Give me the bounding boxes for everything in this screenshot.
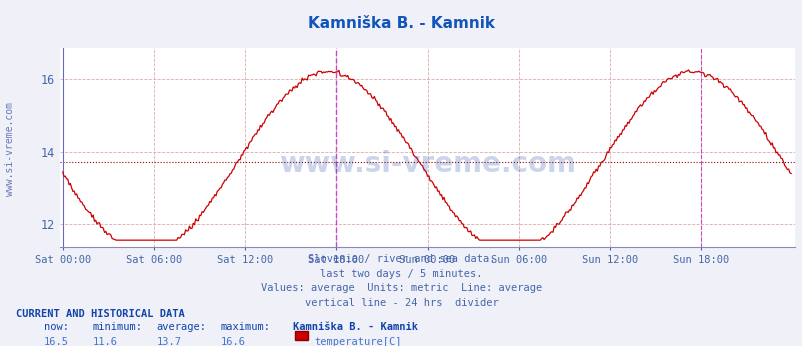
Text: vertical line - 24 hrs  divider: vertical line - 24 hrs divider xyxy=(304,298,498,308)
Text: 16.5: 16.5 xyxy=(44,337,69,346)
Text: Slovenia / river and sea data.: Slovenia / river and sea data. xyxy=(307,254,495,264)
Text: temperature[C]: temperature[C] xyxy=(314,337,401,346)
Text: Kamniška B. - Kamnik: Kamniška B. - Kamnik xyxy=(308,16,494,30)
Text: 13.7: 13.7 xyxy=(156,337,181,346)
Text: 11.6: 11.6 xyxy=(92,337,117,346)
Text: 16.6: 16.6 xyxy=(221,337,245,346)
Text: now:: now: xyxy=(44,322,69,332)
Text: last two days / 5 minutes.: last two days / 5 minutes. xyxy=(320,269,482,279)
Text: Values: average  Units: metric  Line: average: Values: average Units: metric Line: aver… xyxy=(261,283,541,293)
Text: www.si-vreme.com: www.si-vreme.com xyxy=(279,150,575,178)
Text: Kamniška B. - Kamnik: Kamniška B. - Kamnik xyxy=(293,322,418,332)
Text: average:: average: xyxy=(156,322,206,332)
Text: www.si-vreme.com: www.si-vreme.com xyxy=(5,102,14,196)
Text: maximum:: maximum: xyxy=(221,322,270,332)
Text: CURRENT AND HISTORICAL DATA: CURRENT AND HISTORICAL DATA xyxy=(16,309,184,319)
Text: minimum:: minimum: xyxy=(92,322,142,332)
